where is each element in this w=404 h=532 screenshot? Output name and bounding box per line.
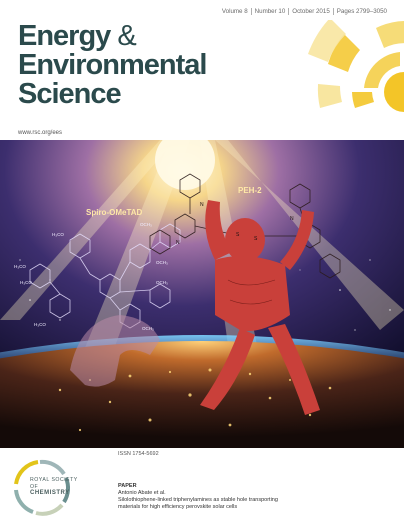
atom-label-2: OCH₃ bbox=[140, 222, 152, 227]
paper-authors: Antonio Abate et al. bbox=[118, 490, 378, 497]
paper-kind: PAPER bbox=[118, 483, 378, 490]
atom-label-8: OCH₃ bbox=[142, 326, 154, 331]
rsc-line-1: ROYAL SOCIETY bbox=[30, 477, 78, 484]
pages-label: Pages 2799–3050 bbox=[333, 8, 390, 15]
artwork-svg bbox=[0, 140, 404, 448]
cover-artwork: H₃CO OCH₃ H₃CO OCH₃ H₃CO OCH₃ H₃CO OCH₃ … bbox=[0, 140, 404, 448]
atom-label-4: OCH₃ bbox=[156, 260, 168, 265]
title-line-3: Science bbox=[18, 80, 258, 109]
atom-label-5: H₃CO bbox=[20, 280, 32, 285]
atom-label-7: H₃CO bbox=[34, 322, 46, 327]
atom-label-10: N bbox=[290, 216, 294, 222]
atom-label-6: OCH₃ bbox=[156, 280, 168, 285]
atom-label-1: H₃CO bbox=[52, 232, 64, 237]
rsc-line-3: CHEMISTRY bbox=[30, 490, 70, 496]
title-line-1: Energy bbox=[18, 20, 110, 52]
issn-label: ISSN 1754-5692 bbox=[118, 451, 159, 457]
date-label: October 2015 bbox=[288, 8, 333, 15]
spiro-ometad-label: Spiro-OMeTAD bbox=[86, 208, 142, 217]
atom-label-13: S bbox=[254, 236, 257, 242]
rsc-publisher-name: ROYAL SOCIETY OF CHEMISTRY bbox=[30, 477, 78, 497]
paper-title-line-2: materials for high efficiency perovskite… bbox=[118, 504, 378, 511]
journal-title: Energy & Environmental Science bbox=[18, 22, 258, 109]
title-ampersand: & bbox=[117, 20, 135, 52]
journal-url: www.rsc.org/ees bbox=[18, 130, 62, 136]
title-line-2: Environmental bbox=[18, 51, 258, 80]
paper-title-line-1: Silolothiophene-linked triphenylamines a… bbox=[118, 497, 378, 504]
featured-paper: PAPER Antonio Abate et al. Silolothiophe… bbox=[118, 483, 378, 511]
atom-label-12: S bbox=[236, 232, 239, 238]
atom-label-3: H₃CO bbox=[14, 264, 26, 269]
issue-info-bar: Volume 8 Number 10 October 2015 Pages 27… bbox=[219, 8, 390, 15]
volume-label: Volume 8 bbox=[219, 8, 251, 15]
atom-label-9: N bbox=[200, 202, 204, 208]
number-label: Number 10 bbox=[251, 8, 289, 15]
atom-label-11: N bbox=[176, 240, 180, 246]
peh-2-label: PEH-2 bbox=[238, 186, 262, 195]
